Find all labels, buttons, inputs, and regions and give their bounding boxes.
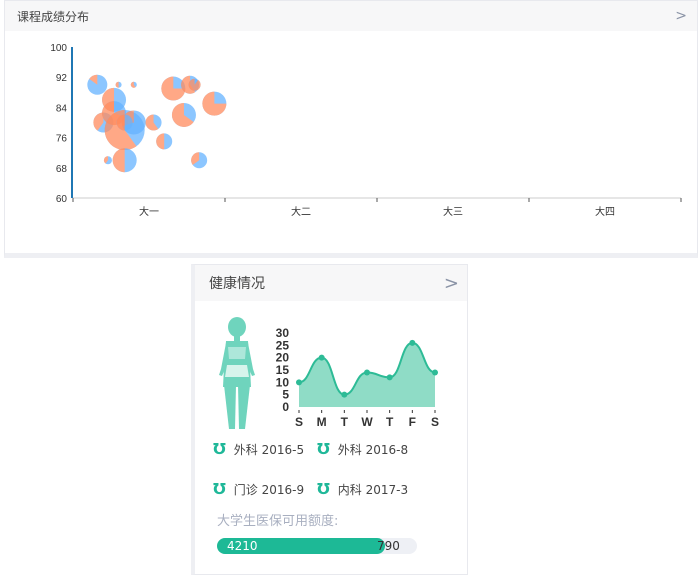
y-tick-label: 92 (56, 73, 68, 84)
y-tick-label: 5 (282, 388, 289, 402)
chevron-right-icon[interactable]: > (675, 8, 687, 24)
data-point (364, 369, 370, 376)
stethoscope-icon: ℧ (213, 480, 226, 498)
data-point (341, 391, 348, 398)
record-label: 外科 2016-8 (337, 442, 409, 457)
x-tick-label: 大一 (139, 205, 159, 218)
bubble-slice-a (115, 81, 119, 88)
x-tick-label: F (409, 415, 416, 429)
bubble-point (130, 81, 137, 88)
x-tick-label: W (361, 415, 373, 429)
health-panel: 健康情况 > 0 5 10 15 20 25 30 S M T W T F S ℧ 外科 2016-5 ℧ 外… (191, 264, 468, 575)
x-tick-label: T (341, 415, 349, 429)
bubble-point (145, 114, 162, 131)
y-tick-label: 30 (276, 326, 290, 340)
data-point (386, 374, 393, 381)
bubble-slice-a (130, 81, 136, 88)
record-label: 内科 2017-3 (337, 482, 409, 497)
bubble-point (116, 114, 133, 131)
bubble-slice-a (145, 114, 159, 131)
insurance-progress-bar: 4210 790 (217, 538, 417, 554)
grades-panel-header: 课程成绩分布 > (5, 1, 697, 31)
x-tick-label: M (317, 415, 327, 429)
record-label: 门诊 2016-9 (233, 482, 305, 497)
y-tick-label: 100 (50, 43, 67, 54)
bubble-slice-a (104, 110, 137, 151)
data-point (409, 339, 416, 346)
bubble-slice-a (188, 78, 201, 91)
stethoscope-icon: ℧ (213, 440, 226, 458)
data-point (318, 354, 325, 361)
bubble-slice-a (93, 112, 104, 131)
x-tick-label: S (295, 415, 303, 429)
insurance-used: 4210 (227, 539, 258, 553)
bubble-slice-a (89, 74, 98, 85)
bubble-point (156, 133, 173, 150)
bubble-point (115, 81, 122, 88)
y-tick-label: 76 (56, 134, 68, 145)
y-tick-label: 10 (276, 375, 290, 389)
record-item[interactable]: ℧ 外科 2016-5 (213, 440, 304, 458)
x-tick-label: 大三 (443, 205, 463, 218)
bubble-slice-a (171, 102, 194, 127)
bubble-slice-a (202, 91, 227, 116)
bubble-slice-a (191, 152, 200, 165)
insurance-label: 大学生医保可用额度: (217, 514, 339, 529)
stethoscope-icon: ℧ (317, 480, 330, 498)
y-tick-label: 0 (282, 400, 289, 414)
bubble-point (188, 78, 201, 91)
y-tick-label: 68 (56, 164, 68, 175)
record-label: 外科 2016-5 (233, 442, 305, 457)
health-panel-title: 健康情况 (209, 276, 265, 292)
bubble-point (87, 74, 108, 95)
bubble-point (171, 102, 196, 127)
bubble-slice-a (103, 156, 108, 164)
data-point (296, 379, 302, 386)
bubble-point (191, 152, 208, 169)
y-tick-label: 60 (56, 194, 68, 205)
x-tick-label: S (431, 415, 439, 429)
bubble-point (202, 91, 227, 116)
record-item[interactable]: ℧ 外科 2016-8 (317, 440, 408, 458)
chevron-right-icon[interactable]: > (443, 272, 459, 294)
bubble-slice-a (116, 114, 125, 131)
x-tick-label: T (386, 415, 394, 429)
grades-panel-title: 课程成绩分布 (17, 9, 90, 24)
bubble-slice-a (156, 133, 165, 150)
record-item[interactable]: ℧ 内科 2017-3 (317, 480, 408, 498)
bubble-point (103, 156, 112, 165)
stethoscope-icon: ℧ (317, 440, 330, 458)
record-item[interactable]: ℧ 门诊 2016-9 (213, 480, 304, 498)
insurance-remaining: 790 (377, 539, 400, 553)
data-point (432, 369, 438, 376)
y-tick-label: 20 (276, 351, 290, 365)
insurance-progress-fill (217, 538, 386, 554)
health-panel-header: 健康情况 > (195, 265, 467, 301)
female-body-icon (219, 317, 255, 429)
x-tick-label: 大四 (595, 205, 615, 218)
grades-bubble-chart: 60 68 76 84 92 100 大一 大二 大三 大四 (50, 43, 682, 218)
bubble-slice-a (112, 148, 125, 173)
grades-panel: 课程成绩分布 > 60 68 76 84 92 100 大一 大二 大三 大四 (4, 0, 698, 258)
bubble-slice-a (161, 76, 186, 101)
bubble-point (112, 148, 137, 173)
y-tick-label: 15 (276, 363, 290, 377)
bubble-point (161, 76, 186, 101)
x-tick-label: 大二 (291, 205, 311, 218)
y-tick-label: 25 (276, 338, 290, 352)
y-tick-label: 84 (56, 103, 68, 114)
